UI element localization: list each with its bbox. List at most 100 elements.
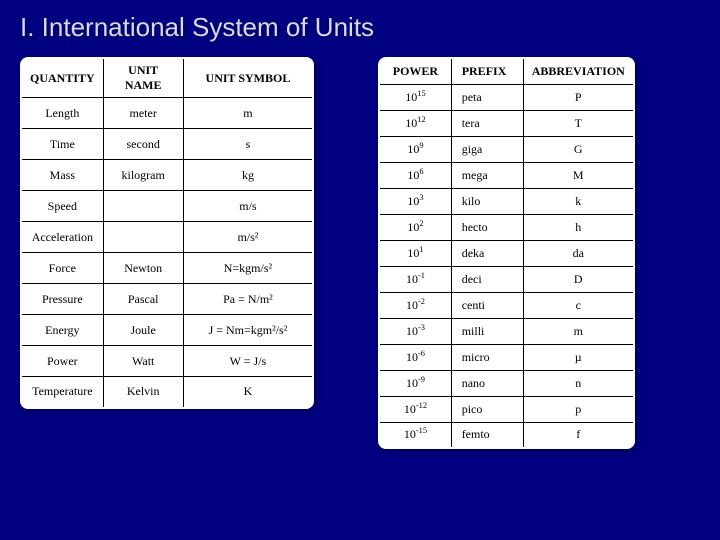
table-row: 10-15femtof: [379, 422, 634, 448]
page-title: I. International System of Units: [20, 12, 700, 43]
cell-quantity: Energy: [21, 315, 103, 346]
cell-power: 103: [379, 188, 451, 214]
cell-abbreviation: P: [523, 84, 634, 110]
cell-quantity: Force: [21, 253, 103, 284]
cell-power: 102: [379, 214, 451, 240]
cell-power: 109: [379, 136, 451, 162]
cell-abbreviation: T: [523, 110, 634, 136]
cell-prefix: nano: [451, 370, 523, 396]
table-row: PressurePascalPa = N/m²: [21, 284, 313, 315]
cell-abbreviation: f: [523, 422, 634, 448]
table-row: 106megaM: [379, 162, 634, 188]
table-row: 109gigaG: [379, 136, 634, 162]
cell-abbreviation: p: [523, 396, 634, 422]
table-row: 10-1deciD: [379, 266, 634, 292]
table-row: ForceNewtonN=kgm/s²: [21, 253, 313, 284]
cell-unit-symbol: Pa = N/m²: [183, 284, 313, 315]
col-power: POWER: [379, 58, 451, 84]
cell-prefix: hecto: [451, 214, 523, 240]
cell-abbreviation: da: [523, 240, 634, 266]
cell-quantity: Length: [21, 98, 103, 129]
cell-prefix: deka: [451, 240, 523, 266]
cell-unit-name: Newton: [103, 253, 183, 284]
cell-unit-name: [103, 222, 183, 253]
table-row: PowerWattW = J/s: [21, 346, 313, 377]
table-row: 10-12picop: [379, 396, 634, 422]
table-header-row: QUANTITY UNIT NAME UNIT SYMBOL: [21, 58, 313, 98]
col-unit-name: UNIT NAME: [103, 58, 183, 98]
cell-abbreviation: G: [523, 136, 634, 162]
cell-power: 10-6: [379, 344, 451, 370]
table-row: EnergyJouleJ = Nm=kgm²/s²: [21, 315, 313, 346]
cell-abbreviation: D: [523, 266, 634, 292]
cell-power: 10-3: [379, 318, 451, 344]
col-unit-symbol: UNIT SYMBOL: [183, 58, 313, 98]
cell-abbreviation: h: [523, 214, 634, 240]
cell-prefix: milli: [451, 318, 523, 344]
prefixes-table: POWER PREFIX ABBREVIATION 1015petaP1012t…: [378, 57, 635, 449]
cell-power: 10-9: [379, 370, 451, 396]
cell-prefix: tera: [451, 110, 523, 136]
table-row: Masskilogramkg: [21, 160, 313, 191]
col-abbreviation: ABBREVIATION: [523, 58, 634, 84]
cell-quantity: Power: [21, 346, 103, 377]
cell-quantity: Temperature: [21, 377, 103, 408]
col-prefix: PREFIX: [451, 58, 523, 84]
table-row: 1012teraT: [379, 110, 634, 136]
table-row: Speed m/s: [21, 191, 313, 222]
table-row: 101dekada: [379, 240, 634, 266]
cell-abbreviation: n: [523, 370, 634, 396]
cell-quantity: Acceleration: [21, 222, 103, 253]
table-row: 102hectoh: [379, 214, 634, 240]
cell-unit-name: Watt: [103, 346, 183, 377]
cell-abbreviation: µ: [523, 344, 634, 370]
cell-prefix: giga: [451, 136, 523, 162]
cell-unit-symbol: m/s²: [183, 222, 313, 253]
cell-power: 10-1: [379, 266, 451, 292]
cell-unit-symbol: s: [183, 129, 313, 160]
cell-unit-name: [103, 191, 183, 222]
table-row: 1015petaP: [379, 84, 634, 110]
table-row: 103kilok: [379, 188, 634, 214]
cell-prefix: deci: [451, 266, 523, 292]
cell-unit-name: meter: [103, 98, 183, 129]
cell-prefix: femto: [451, 422, 523, 448]
cell-abbreviation: k: [523, 188, 634, 214]
table-row: 10-9nanon: [379, 370, 634, 396]
cell-unit-symbol: m: [183, 98, 313, 129]
table-row: 10-6microµ: [379, 344, 634, 370]
cell-power: 10-12: [379, 396, 451, 422]
cell-unit-name: kilogram: [103, 160, 183, 191]
cell-power: 101: [379, 240, 451, 266]
table-row: Timeseconds: [21, 129, 313, 160]
table-row: Lengthmeterm: [21, 98, 313, 129]
cell-abbreviation: m: [523, 318, 634, 344]
tables-container: QUANTITY UNIT NAME UNIT SYMBOL Lengthmet…: [20, 57, 700, 449]
cell-unit-name: Pascal: [103, 284, 183, 315]
slide: I. International System of Units QUANTIT…: [0, 0, 720, 540]
cell-unit-name: Kelvin: [103, 377, 183, 408]
cell-quantity: Speed: [21, 191, 103, 222]
cell-power: 10-15: [379, 422, 451, 448]
cell-power: 1012: [379, 110, 451, 136]
table-header-row: POWER PREFIX ABBREVIATION: [379, 58, 634, 84]
cell-unit-symbol: N=kgm/s²: [183, 253, 313, 284]
quantities-table: QUANTITY UNIT NAME UNIT SYMBOL Lengthmet…: [20, 57, 314, 409]
cell-unit-symbol: K: [183, 377, 313, 408]
cell-unit-symbol: m/s: [183, 191, 313, 222]
cell-abbreviation: c: [523, 292, 634, 318]
table-row: 10-2centic: [379, 292, 634, 318]
cell-power: 106: [379, 162, 451, 188]
table-row: Acceleration m/s²: [21, 222, 313, 253]
table-row: TemperatureKelvinK: [21, 377, 313, 408]
cell-unit-symbol: kg: [183, 160, 313, 191]
cell-unit-name: Joule: [103, 315, 183, 346]
cell-unit-name: second: [103, 129, 183, 160]
cell-unit-symbol: J = Nm=kgm²/s²: [183, 315, 313, 346]
cell-prefix: centi: [451, 292, 523, 318]
cell-unit-symbol: W = J/s: [183, 346, 313, 377]
cell-prefix: mega: [451, 162, 523, 188]
cell-prefix: pico: [451, 396, 523, 422]
table-row: 10-3millim: [379, 318, 634, 344]
col-quantity: QUANTITY: [21, 58, 103, 98]
